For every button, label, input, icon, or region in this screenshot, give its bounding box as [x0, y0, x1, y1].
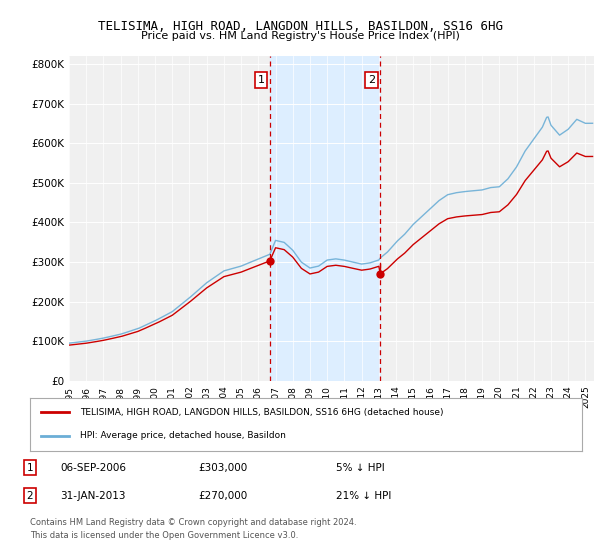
- Bar: [270, 56, 380, 381]
- Text: HPI: Average price, detached house, Basildon: HPI: Average price, detached house, Basi…: [80, 431, 286, 440]
- Text: 5% ↓ HPI: 5% ↓ HPI: [336, 463, 385, 473]
- Text: TELISIMA, HIGH ROAD, LANGDON HILLS, BASILDON, SS16 6HG: TELISIMA, HIGH ROAD, LANGDON HILLS, BASI…: [97, 20, 503, 32]
- Text: Price paid vs. HM Land Registry's House Price Index (HPI): Price paid vs. HM Land Registry's House …: [140, 31, 460, 41]
- Text: TELISIMA, HIGH ROAD, LANGDON HILLS, BASILDON, SS16 6HG (detached house): TELISIMA, HIGH ROAD, LANGDON HILLS, BASI…: [80, 408, 443, 417]
- Text: £270,000: £270,000: [198, 491, 247, 501]
- Text: 31-JAN-2013: 31-JAN-2013: [60, 491, 125, 501]
- Text: £303,000: £303,000: [198, 463, 247, 473]
- Text: 2: 2: [368, 75, 375, 85]
- Text: 2: 2: [26, 491, 34, 501]
- Text: Contains HM Land Registry data © Crown copyright and database right 2024.
This d: Contains HM Land Registry data © Crown c…: [30, 519, 356, 540]
- Text: 1: 1: [258, 75, 265, 85]
- Text: 06-SEP-2006: 06-SEP-2006: [60, 463, 126, 473]
- Text: 1: 1: [26, 463, 34, 473]
- Text: 21% ↓ HPI: 21% ↓ HPI: [336, 491, 391, 501]
